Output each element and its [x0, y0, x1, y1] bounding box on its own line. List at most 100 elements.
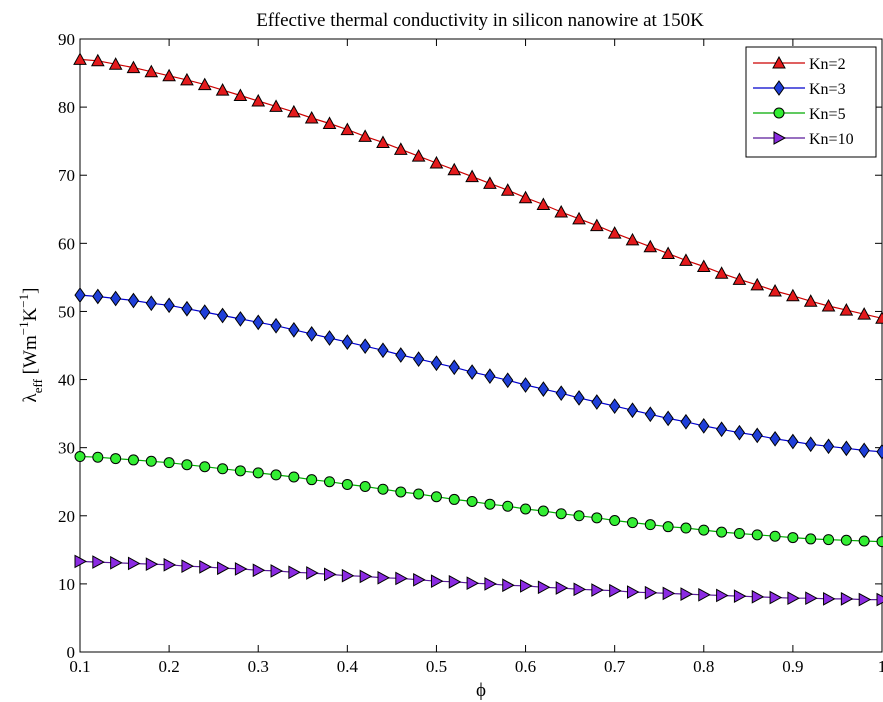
data-point: [466, 576, 480, 591]
y-axis-label-exp2: −1: [16, 294, 31, 308]
data-point: [805, 533, 817, 545]
chart-title: Effective thermal conductivity in silico…: [256, 10, 704, 31]
data-point: [395, 347, 407, 363]
data-point: [823, 592, 836, 606]
data-point: [875, 311, 883, 324]
data-point: [217, 463, 229, 475]
data-point: [323, 330, 336, 346]
x-tick-label: 0.3: [248, 657, 269, 676]
y-tick-label: 60: [58, 234, 75, 253]
data-point: [430, 491, 442, 503]
data-point: [359, 569, 373, 584]
data-point: [626, 402, 639, 419]
y-tick-label: 50: [58, 302, 75, 321]
data-point: [840, 440, 852, 457]
y-axis-label-exp1: −1: [16, 321, 31, 335]
y-tick-label: 10: [58, 575, 75, 594]
y-tick-label: 80: [58, 98, 75, 117]
data-point: [180, 72, 194, 86]
legend-items: Kn=2 Kn=3 Kn=5 Kn=10: [753, 55, 854, 148]
data-point: [145, 295, 157, 312]
data-point: [429, 155, 444, 169]
series-line: [79, 455, 883, 543]
data-point: [144, 64, 159, 78]
data-point: [787, 591, 800, 606]
data-point: [322, 116, 337, 129]
data-point: [270, 317, 282, 334]
data-point: [197, 77, 212, 91]
data-point: [324, 476, 336, 488]
y-axis-label-subscript: eff: [30, 378, 45, 393]
data-point: [163, 297, 175, 314]
data-point: [377, 570, 391, 585]
data-point: [199, 560, 212, 574]
data-point: [519, 377, 532, 393]
data-point: [430, 574, 444, 589]
x-tick-label: 0.2: [158, 657, 179, 676]
data-point: [448, 493, 460, 505]
data-point: [572, 211, 586, 225]
data-point: [324, 567, 337, 582]
series-kn-10: [74, 554, 883, 607]
y-axis-label-close: ]: [20, 288, 41, 294]
data-point: [518, 190, 533, 204]
data-point: [413, 351, 425, 367]
x-tick-label: 0.9: [782, 657, 803, 676]
data-point: [216, 307, 229, 324]
data-point: [448, 575, 462, 589]
data-point: [306, 474, 318, 486]
data-point: [145, 455, 157, 467]
data-point: [662, 410, 674, 427]
data-point: [217, 561, 230, 576]
data-point: [698, 587, 711, 602]
x-tick-label: 0.6: [515, 657, 536, 676]
legend-label: Kn=10: [809, 131, 854, 148]
data-point: [110, 290, 122, 307]
legend-item: Kn=10: [753, 131, 854, 148]
data-point: [555, 385, 567, 402]
legend-marker: [773, 80, 785, 96]
data-point: [715, 421, 728, 438]
data-point: [377, 342, 389, 359]
data-point: [733, 589, 747, 603]
data-point: [251, 93, 266, 107]
data-point: [751, 529, 763, 541]
y-tick-label: 40: [58, 371, 75, 390]
data-point: [607, 226, 622, 239]
legend-marker: [773, 131, 787, 145]
data-point: [520, 503, 532, 515]
data-point: [858, 442, 870, 459]
data-point: [395, 486, 407, 498]
data-point: [662, 521, 674, 533]
data-point: [769, 530, 781, 542]
data-point: [573, 582, 587, 597]
x-axis: 0.1 0.2 0.3 0.4 0.5 0.6 0.7 0.8 0.9 1: [69, 39, 883, 676]
data-point: [341, 478, 353, 490]
data-point: [751, 589, 765, 604]
data-point: [520, 579, 533, 593]
data-point: [502, 500, 514, 512]
data-point: [555, 508, 567, 520]
series-kn-3: [74, 287, 883, 460]
legend-box: [745, 46, 877, 158]
data-point: [377, 483, 389, 495]
data-point: [716, 526, 728, 538]
y-axis-label: λeff [Wm−1K−1]: [16, 288, 45, 403]
data-point: [358, 129, 372, 142]
data-point: [376, 135, 390, 149]
y-tick-label: 30: [58, 439, 75, 458]
data-point: [803, 294, 818, 307]
data-point: [768, 283, 782, 297]
data-point: [92, 451, 104, 463]
data-point: [822, 438, 835, 455]
data-point: [680, 522, 692, 534]
data-point: [787, 433, 799, 450]
data-point: [698, 524, 710, 536]
data-point: [234, 465, 246, 477]
data-point: [359, 338, 371, 355]
data-point: [233, 88, 248, 102]
data-point: [839, 303, 854, 316]
data-point: [662, 586, 676, 601]
data-point: [110, 453, 122, 465]
legend-label: Kn=3: [809, 81, 846, 98]
